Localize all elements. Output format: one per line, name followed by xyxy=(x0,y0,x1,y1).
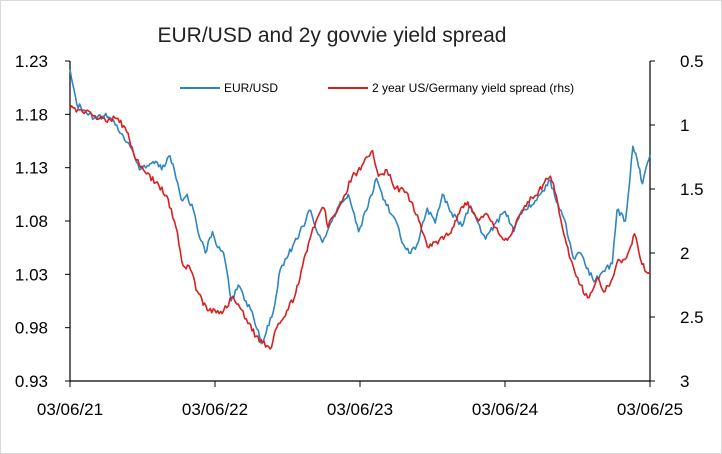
x-tick-label: 03/06/22 xyxy=(182,400,248,419)
chart-title: EUR/USD and 2y govvie yield spread xyxy=(157,24,506,47)
left-tick-label: 0.93 xyxy=(15,372,48,391)
x-tick-label: 03/06/21 xyxy=(37,400,103,419)
plot-area: 0.93 0.98 1.03 1.08 1.13 1.18 1.23 0.5 1 1.5 2 2.5 3… xyxy=(15,52,704,419)
legend-label-0: EUR/USD xyxy=(224,81,278,95)
left-tick-label: 1.03 xyxy=(15,265,48,284)
right-tick-label: 1.5 xyxy=(680,180,704,199)
legend: EUR/USD 2 year US/Germany yield spread (r… xyxy=(180,81,574,95)
left-tick-label: 1.23 xyxy=(15,52,48,71)
left-tick-label: 0.98 xyxy=(15,319,48,338)
series-line-yield-spread xyxy=(69,105,651,350)
right-tick-label: 1 xyxy=(680,116,689,135)
x-tick-label: 03/06/25 xyxy=(617,400,683,419)
x-tick-label: 03/06/24 xyxy=(472,400,538,419)
x-tick-label: 03/06/23 xyxy=(327,400,393,419)
legend-label-1: 2 year US/Germany yield spread (rhs) xyxy=(372,81,574,95)
right-tick-label: 3 xyxy=(680,372,689,391)
right-tick-label: 2 xyxy=(680,244,689,263)
right-tick-label: 0.5 xyxy=(680,52,704,71)
series-line-eurusd xyxy=(69,69,651,345)
left-tick-label: 1.18 xyxy=(15,105,48,124)
right-tick-label: 2.5 xyxy=(680,308,704,327)
left-tick-label: 1.13 xyxy=(15,159,48,178)
left-tick-label: 1.08 xyxy=(15,212,48,231)
